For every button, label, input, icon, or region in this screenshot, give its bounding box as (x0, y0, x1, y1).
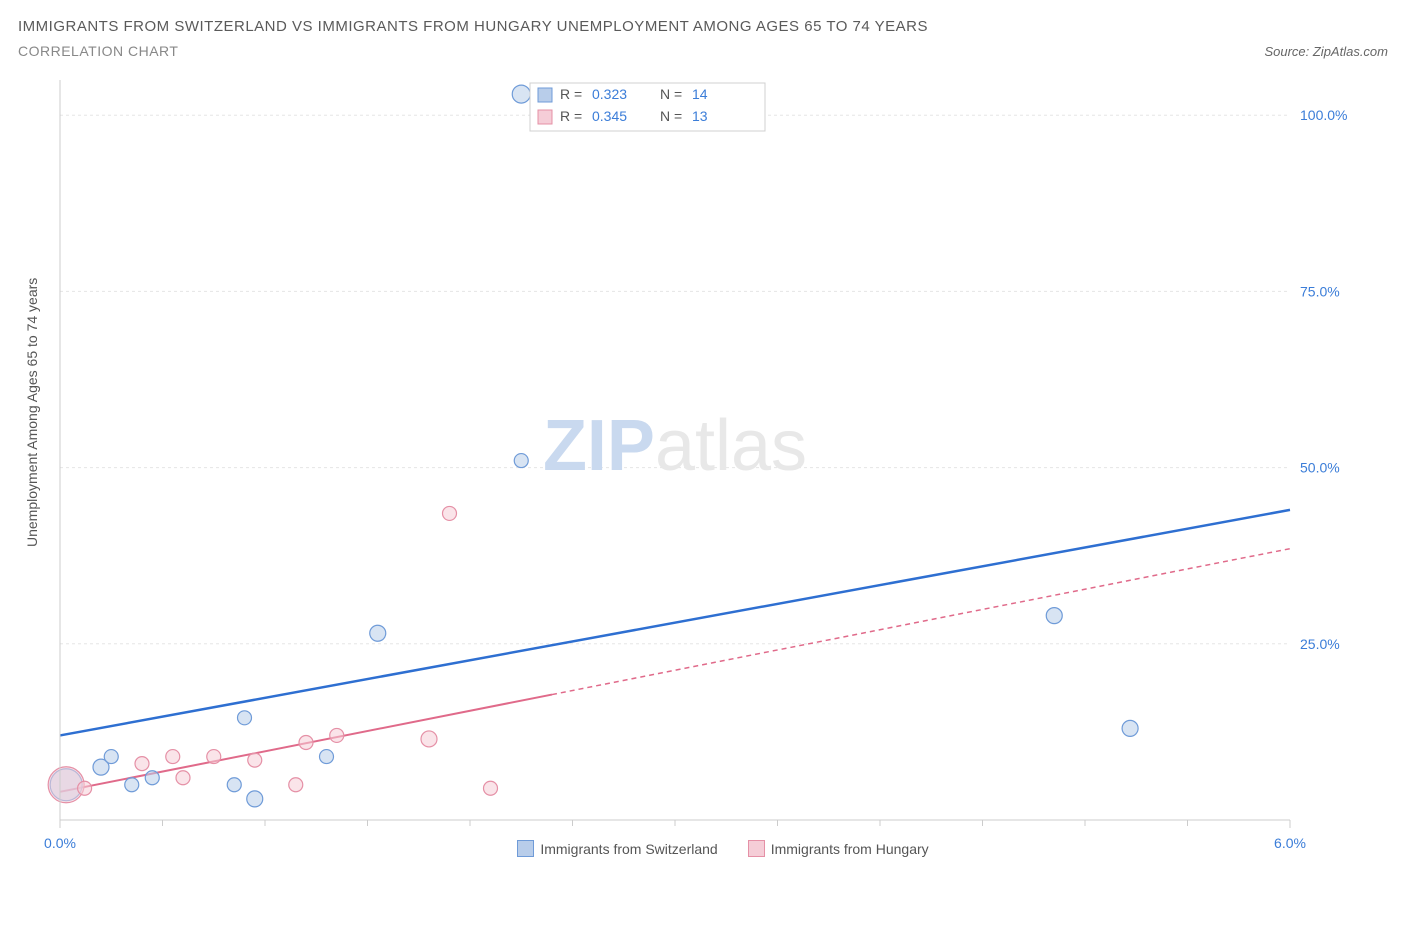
point-switzerland (247, 791, 263, 807)
source-label: Source: (1264, 44, 1312, 59)
chart-subtitle: CORRELATION CHART (18, 43, 178, 59)
stats-r-switzerland: 0.323 (592, 86, 627, 102)
y-tick-label: 50.0% (1300, 460, 1340, 476)
y-tick-label: 25.0% (1300, 636, 1340, 652)
stats-r-hungary: 0.345 (592, 108, 627, 124)
point-hungary (330, 728, 344, 742)
point-hungary (289, 778, 303, 792)
point-switzerland (370, 625, 386, 641)
point-hungary (299, 735, 313, 749)
point-switzerland (514, 454, 528, 468)
point-hungary (421, 731, 437, 747)
point-hungary (135, 757, 149, 771)
point-switzerland (320, 750, 334, 764)
point-switzerland (1046, 608, 1062, 624)
stats-swatch-switzerland (538, 88, 552, 102)
point-switzerland (512, 85, 530, 103)
source-value: ZipAtlas.com (1313, 44, 1388, 59)
point-switzerland (125, 778, 139, 792)
scatter-plot: ZIPatlas 0.0% 6.0% 25.0% 50.0% 75.0% 100.0% R =… (40, 65, 1360, 860)
y-tick-label: 75.0% (1300, 283, 1340, 299)
subtitle-row: CORRELATION CHART Source: ZipAtlas.com (18, 43, 1388, 59)
stats-n-switzerland: 14 (692, 86, 708, 102)
chart-title: IMMIGRANTS FROM SWITZERLAND VS IMMIGRANT… (18, 18, 1388, 35)
chart-container: Unemployment Among Ages 65 to 74 years Z… (18, 65, 1388, 860)
stats-n-label: N = (660, 86, 682, 102)
stats-r-label: R = (560, 108, 582, 124)
stats-r-label: R = (560, 86, 582, 102)
point-switzerland (1122, 720, 1138, 736)
title-block: IMMIGRANTS FROM SWITZERLAND VS IMMIGRANT… (18, 18, 1388, 59)
stats-n-label: N = (660, 108, 682, 124)
point-hungary (176, 771, 190, 785)
point-hungary (484, 781, 498, 795)
point-hungary (78, 781, 92, 795)
trend-line-hungary-dashed (552, 549, 1290, 695)
trend-line-switzerland (60, 510, 1290, 736)
point-hungary (207, 750, 221, 764)
point-hungary (248, 753, 262, 767)
x-tick-label: 0.0% (44, 835, 76, 851)
point-switzerland (238, 711, 252, 725)
point-switzerland (227, 778, 241, 792)
y-tick-label: 100.0% (1300, 107, 1347, 123)
stats-swatch-hungary (538, 110, 552, 124)
point-switzerland (145, 771, 159, 785)
y-axis-label: Unemployment Among Ages 65 to 74 years (18, 65, 40, 860)
point-hungary (166, 750, 180, 764)
x-tick-label: 6.0% (1274, 835, 1306, 851)
source-text: Source: ZipAtlas.com (1264, 44, 1388, 59)
point-hungary (443, 506, 457, 520)
stats-n-hungary: 13 (692, 108, 708, 124)
watermark: ZIPatlas (543, 406, 807, 486)
point-switzerland (104, 750, 118, 764)
